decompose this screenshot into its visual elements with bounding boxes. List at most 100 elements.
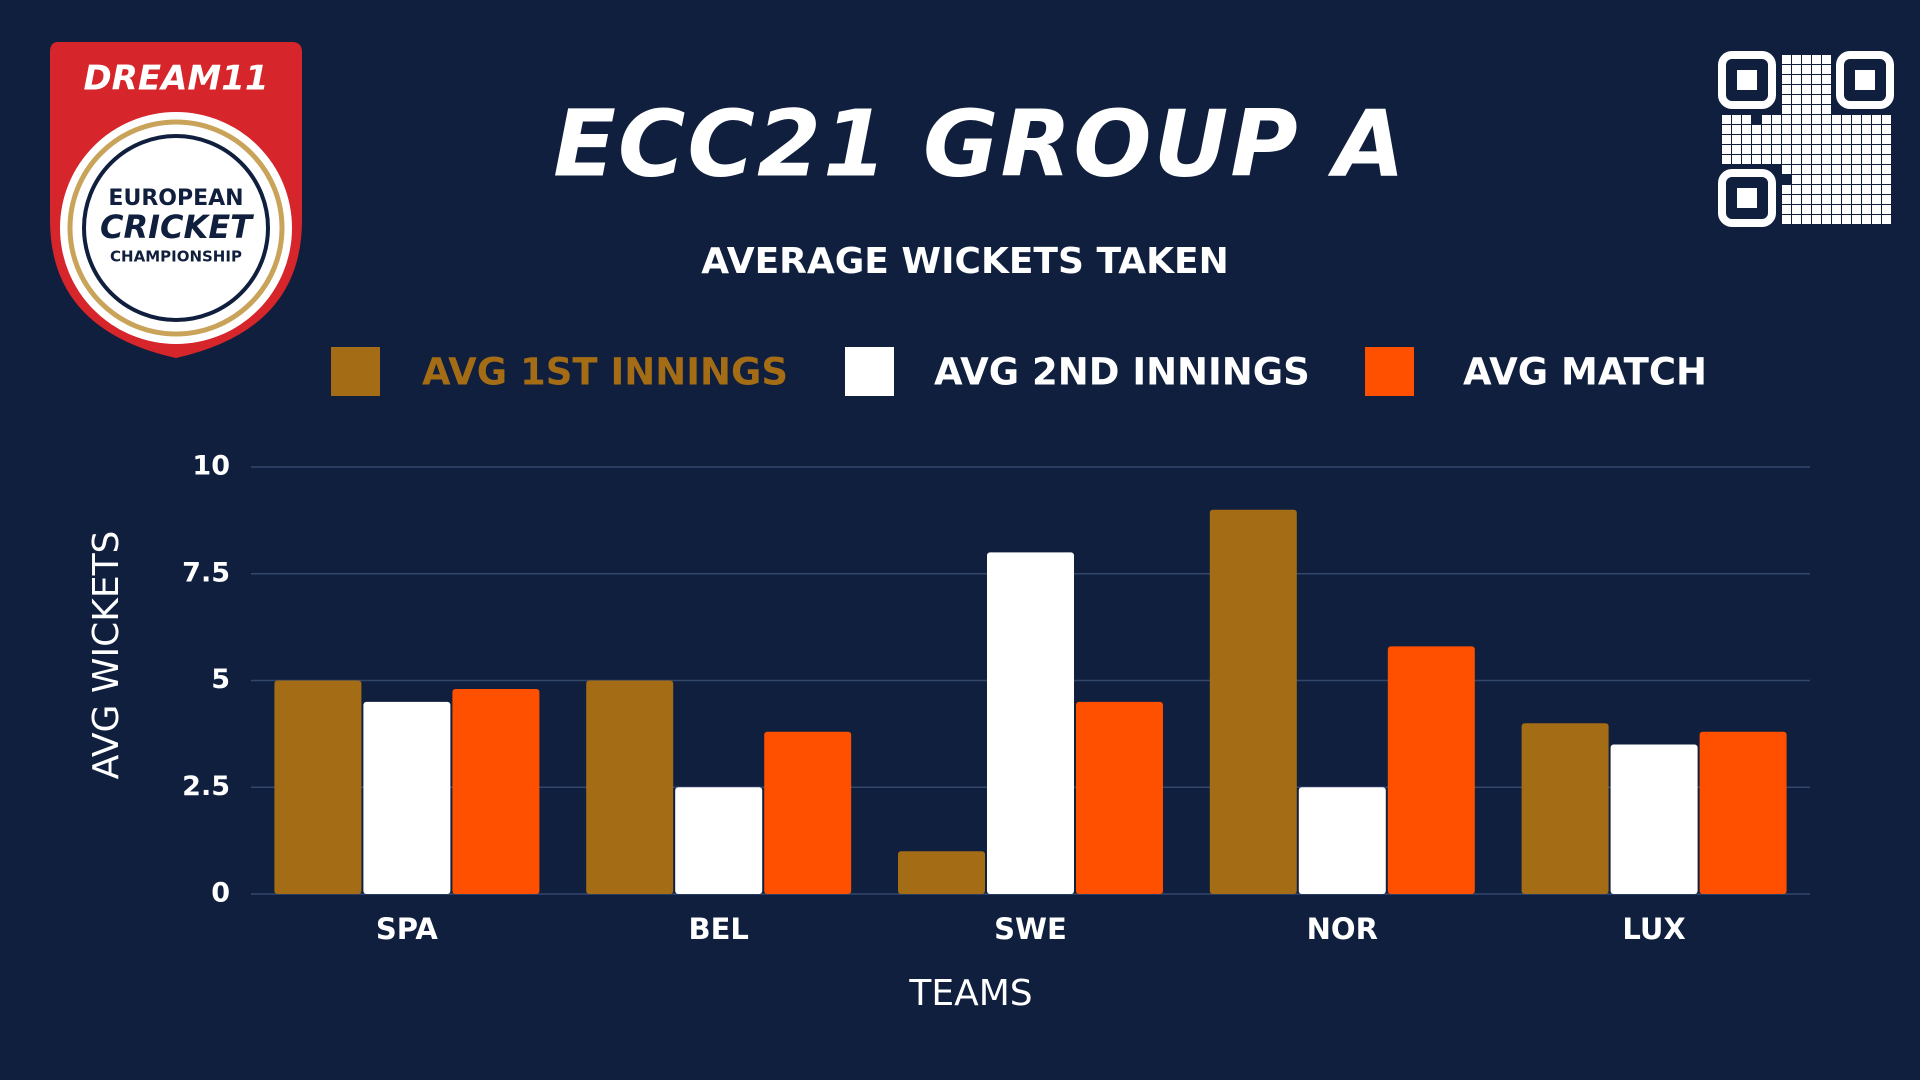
qr-module: [1822, 165, 1831, 174]
qr-module: [1792, 135, 1801, 144]
qr-module: [1852, 175, 1861, 184]
x-tick-label: SWE: [994, 912, 1067, 946]
qr-module: [1882, 125, 1891, 134]
qr-module: [1792, 195, 1801, 204]
qr-module: [1812, 155, 1821, 164]
qr-module: [1882, 185, 1891, 194]
qr-module: [1722, 125, 1731, 134]
qr-module: [1872, 205, 1881, 214]
qr-module: [1862, 125, 1871, 134]
qr-module: [1852, 145, 1861, 154]
qr-module: [1802, 175, 1811, 184]
qr-module: [1852, 155, 1861, 164]
qr-module: [1882, 195, 1891, 204]
qr-module: [1842, 135, 1851, 144]
qr-module: [1782, 125, 1791, 134]
qr-module: [1732, 155, 1741, 164]
qr-module: [1872, 195, 1881, 204]
qr-module: [1802, 185, 1811, 194]
qr-module: [1812, 95, 1821, 104]
qr-module: [1842, 125, 1851, 134]
qr-module: [1862, 175, 1871, 184]
logo-ball: [60, 112, 292, 344]
qr-module: [1832, 215, 1841, 224]
qr-module: [1802, 205, 1811, 214]
qr-module: [1732, 145, 1741, 154]
qr-module: [1792, 185, 1801, 194]
qr-module: [1822, 115, 1831, 124]
qr-module: [1782, 55, 1791, 64]
logo-line: CRICKET: [100, 208, 254, 246]
qr-module: [1762, 115, 1771, 124]
bar: [764, 731, 852, 894]
qr-module: [1822, 155, 1831, 164]
qr-module: [1792, 155, 1801, 164]
qr-module: [1722, 135, 1731, 144]
qr-module: [1782, 145, 1791, 154]
qr-module: [1782, 215, 1791, 224]
qr-module: [1842, 215, 1851, 224]
qr-module: [1802, 145, 1811, 154]
bar: [1298, 787, 1386, 894]
qr-module: [1832, 185, 1841, 194]
qr-module: [1822, 175, 1831, 184]
qr-module: [1852, 165, 1861, 174]
qr-module: [1812, 105, 1821, 114]
qr-module: [1762, 135, 1771, 144]
qr-module: [1822, 195, 1831, 204]
y-tick-label: 7.5: [182, 557, 230, 588]
qr-module: [1722, 115, 1731, 124]
qr-module: [1802, 135, 1811, 144]
qr-module: [1832, 125, 1841, 134]
qr-module: [1832, 195, 1841, 204]
bar: [1076, 701, 1163, 894]
qr-module: [1862, 135, 1871, 144]
qr-module: [1782, 105, 1791, 114]
qr-module: [1832, 145, 1841, 154]
qr-module: [1872, 165, 1881, 174]
qr-module: [1812, 135, 1821, 144]
qr-module: [1792, 65, 1801, 74]
qr-module: [1802, 65, 1811, 74]
qr-module: [1792, 85, 1801, 94]
qr-module: [1852, 205, 1861, 214]
qr-module: [1862, 115, 1871, 124]
legend-label: AVG 1ST INNINGS: [422, 351, 788, 394]
qr-module: [1882, 135, 1891, 144]
x-axis-title: TEAMS: [908, 973, 1032, 1014]
qr-module: [1792, 215, 1801, 224]
qr-module: [1872, 175, 1881, 184]
qr-module: [1882, 165, 1891, 174]
qr-module: [1872, 185, 1881, 194]
chart-title: ECC21 GROUP A: [553, 90, 1407, 197]
qr-module: [1802, 105, 1811, 114]
qr-dot: [1737, 70, 1757, 90]
qr-module: [1822, 135, 1831, 144]
qr-module: [1882, 215, 1891, 224]
qr-module: [1772, 145, 1781, 154]
legend-swatch: [1365, 347, 1414, 396]
qr-module: [1792, 145, 1801, 154]
qr-module: [1822, 95, 1831, 104]
qr-module: [1842, 175, 1851, 184]
qr-module: [1742, 125, 1751, 134]
bar: [586, 680, 674, 894]
qr-module: [1752, 155, 1761, 164]
qr-module: [1842, 165, 1851, 174]
qr-module: [1792, 95, 1801, 104]
logo-line: CHAMPIONSHIP: [110, 248, 242, 266]
qr-module: [1812, 65, 1821, 74]
qr-module: [1782, 135, 1791, 144]
qr-module: [1802, 75, 1811, 84]
qr-module: [1722, 155, 1731, 164]
qr-dot: [1855, 70, 1875, 90]
qr-module: [1782, 185, 1791, 194]
qr-module: [1882, 145, 1891, 154]
qr-module: [1772, 155, 1781, 164]
qr-module: [1802, 215, 1811, 224]
qr-module: [1792, 115, 1801, 124]
logo: DREAM11 EUROPEAN CRICKET CHAMPIONSHIP: [50, 42, 302, 358]
qr-module: [1782, 115, 1791, 124]
bar: [1610, 744, 1698, 894]
